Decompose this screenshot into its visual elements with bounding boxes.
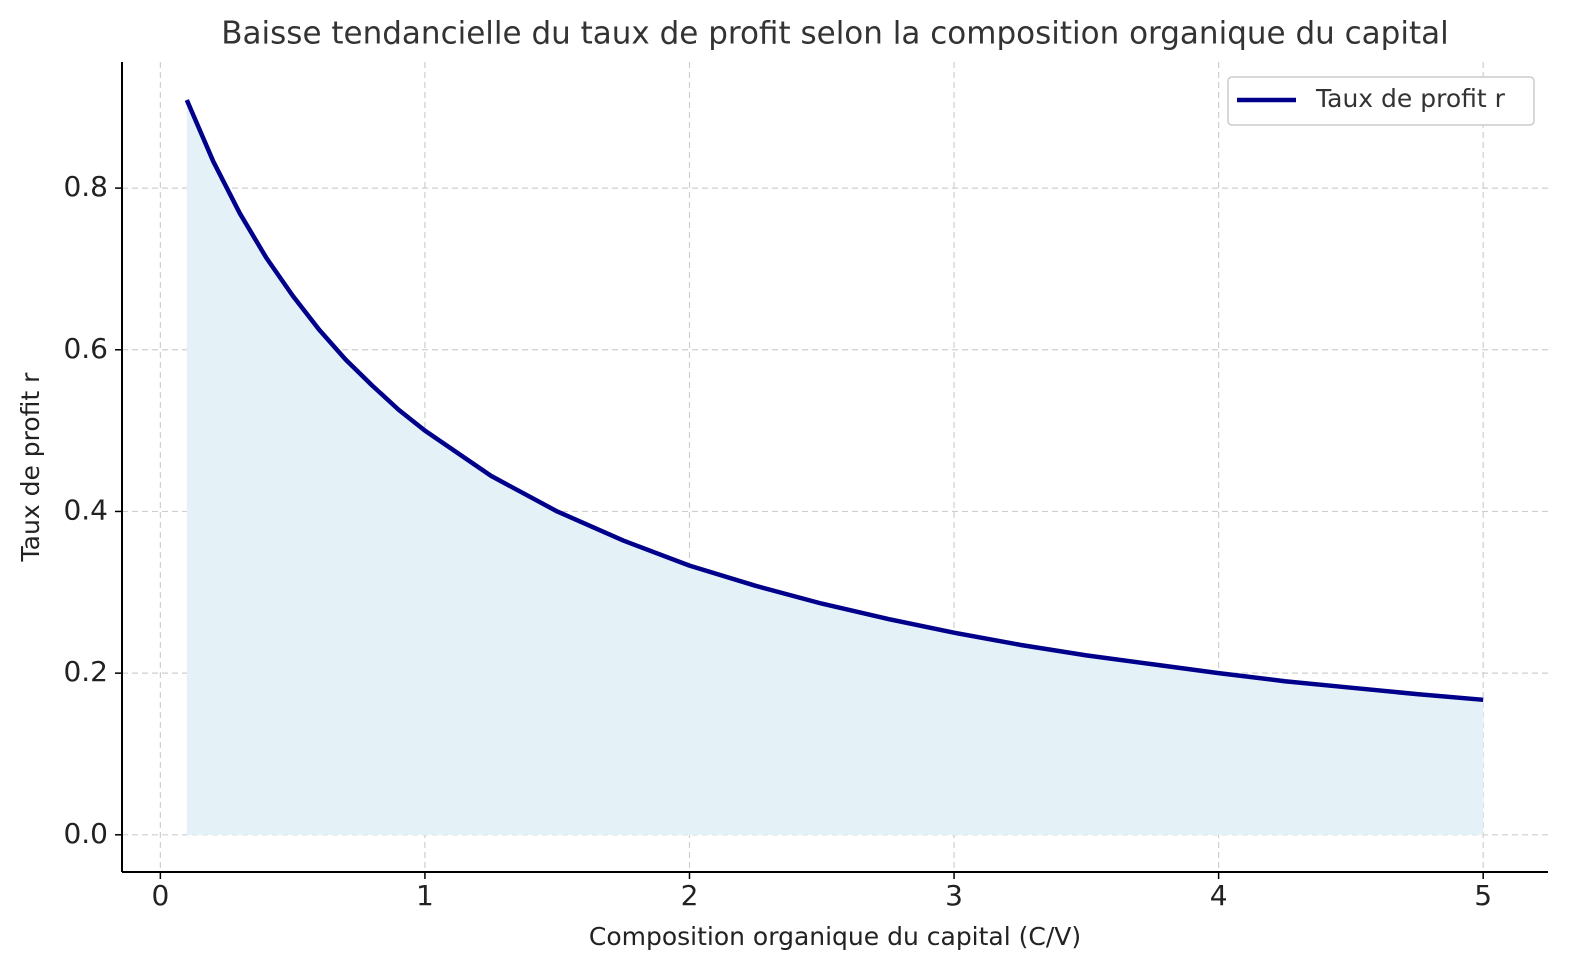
x-tick-label: 1 [416, 879, 434, 912]
x-tick-label: 4 [1210, 879, 1228, 912]
x-tick-label: 3 [945, 879, 963, 912]
x-tick-label: 5 [1474, 879, 1492, 912]
y-tick-label: 0.4 [63, 493, 108, 526]
chart-title: Baisse tendancielle du taux de profit se… [221, 16, 1448, 52]
y-tick-label: 0.0 [63, 817, 108, 850]
y-axis-label: Taux de profit r [16, 372, 45, 563]
x-tick-label: 0 [151, 879, 169, 912]
legend-label: Taux de profit r [1315, 84, 1506, 113]
y-tick-label: 0.8 [63, 170, 108, 203]
line [184, 99, 1484, 703]
x-tick-label: 2 [681, 879, 699, 912]
x-axis-label: Composition organique du capital (C/V) [589, 922, 1081, 951]
area [186, 99, 1484, 835]
y-tick-label: 0.2 [63, 655, 108, 688]
legend-box [1227, 76, 1535, 126]
y-tick-label: 0.6 [63, 332, 108, 365]
